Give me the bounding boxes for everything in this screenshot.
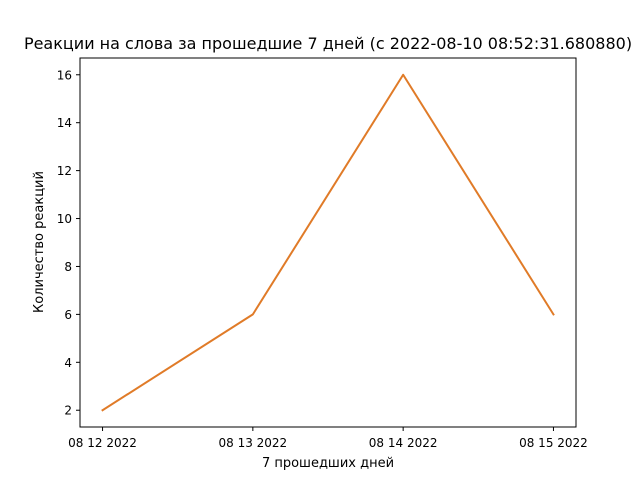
plot-area [80, 58, 576, 427]
x-tick-label: 08 15 2022 [519, 436, 588, 450]
y-tick-label: 16 [57, 68, 72, 82]
y-tick-label: 10 [57, 212, 72, 226]
y-tick-label: 14 [57, 116, 72, 130]
y-tick-label: 4 [64, 356, 72, 370]
y-tick-label: 2 [64, 404, 72, 418]
y-tick-label: 8 [64, 260, 72, 274]
y-tick-label: 6 [64, 308, 72, 322]
y-axis-ticks: 2 4 6 8 10 12 14 16 [57, 68, 80, 418]
series-line [101, 73, 555, 412]
x-tick-label: 08 13 2022 [218, 436, 287, 450]
x-tick-label: 08 12 2022 [68, 436, 137, 450]
x-axis-ticks: 08 12 2022 08 13 2022 08 14 2022 08 15 2022 [68, 427, 588, 450]
data-points [102, 74, 554, 411]
chart-title: Реакции на слова за прошедшие 7 дней (с … [24, 34, 632, 53]
y-axis-label: Количество реакций [32, 171, 47, 313]
y-tick-label: 12 [57, 164, 72, 178]
x-axis-label: 7 прошедших дней [262, 456, 394, 471]
plot-frame [79, 57, 577, 428]
x-tick-label: 08 14 2022 [369, 436, 438, 450]
